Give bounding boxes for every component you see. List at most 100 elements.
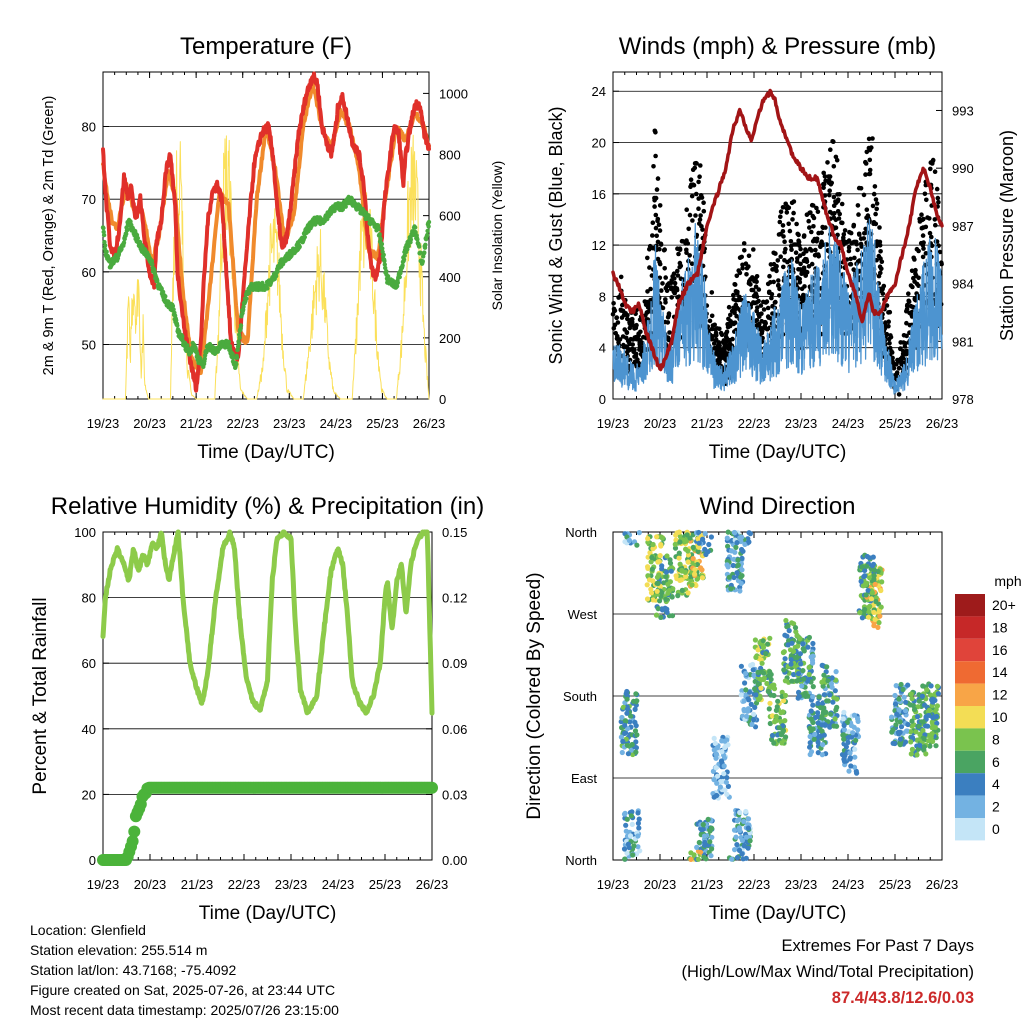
direction-point — [645, 536, 651, 542]
direction-point — [750, 667, 756, 673]
gust-point — [920, 254, 926, 260]
dewpoint-point — [230, 351, 235, 357]
gust-point — [655, 176, 661, 181]
direction-point — [852, 754, 858, 760]
direction-point — [779, 740, 785, 746]
gust-point — [832, 211, 837, 216]
gust-point — [861, 192, 867, 198]
gust-point — [622, 344, 627, 350]
dewpoint-point — [155, 278, 160, 284]
gust-point — [693, 213, 698, 218]
gust-point — [804, 212, 810, 217]
gust-point — [630, 346, 635, 352]
gust-point — [913, 267, 918, 273]
gust-point — [667, 330, 672, 335]
gust-point — [697, 217, 703, 222]
direction-point — [833, 707, 839, 713]
direction-point — [828, 711, 834, 717]
gust-point — [718, 349, 724, 355]
x-tick-label: 23/23 — [785, 877, 818, 892]
gust-point — [916, 248, 921, 254]
gust-point — [653, 153, 658, 159]
gust-point — [801, 258, 807, 264]
gust-point — [763, 300, 769, 305]
gust-point — [713, 333, 718, 338]
colorbar-label: 10 — [992, 709, 1008, 725]
x-tick-label: 20/23 — [644, 877, 677, 892]
direction-point — [810, 640, 816, 647]
gust-point — [689, 261, 695, 267]
dewpoint-point — [343, 204, 348, 209]
direction-point — [701, 833, 708, 839]
gust-point — [863, 172, 868, 177]
direction-point — [800, 668, 806, 674]
direction-point — [627, 833, 634, 839]
direction-point — [833, 669, 839, 675]
gust-point — [864, 207, 870, 212]
gust-point — [771, 261, 777, 267]
direction-point — [700, 822, 706, 828]
direction-point — [673, 573, 679, 579]
gust-point — [811, 224, 816, 229]
direction-point — [771, 740, 777, 746]
gust-point — [874, 206, 879, 212]
direction-point — [624, 688, 630, 695]
dewpoint-point — [405, 247, 410, 252]
gust-point — [688, 177, 694, 182]
dewpoint-point — [101, 232, 107, 238]
direction-point — [789, 678, 795, 684]
direction-tick-label: East — [571, 771, 597, 786]
colorbar-swatch — [955, 616, 985, 639]
gust-point — [611, 301, 616, 306]
dewpoint-point — [426, 219, 432, 225]
dewpoint-point — [160, 289, 166, 295]
gust-point — [636, 333, 641, 338]
x-tick-label: 24/23 — [832, 416, 865, 431]
x-tick-label: 22/23 — [228, 877, 261, 892]
gust-point — [831, 215, 837, 220]
gust-point — [807, 225, 812, 230]
colorbar-swatch — [955, 795, 985, 818]
direction-point — [862, 606, 868, 613]
gust-point — [936, 199, 941, 205]
direction-point — [760, 644, 767, 651]
direction-point — [828, 681, 835, 687]
direction-point — [676, 550, 682, 556]
gust-point — [726, 316, 731, 322]
direction-point — [846, 734, 852, 741]
gust-point — [731, 297, 736, 302]
dewpoint-point — [415, 237, 420, 242]
gust-point — [716, 341, 722, 347]
dewpoint-point — [395, 280, 400, 285]
dewpoint-point — [378, 236, 383, 241]
gust-point — [651, 164, 656, 169]
gust-point — [780, 223, 786, 228]
direction-point — [916, 723, 922, 729]
gust-point — [614, 336, 620, 341]
gust-point — [851, 222, 857, 228]
gust-point — [697, 174, 702, 179]
gust-point — [795, 256, 800, 261]
gust-point — [785, 204, 790, 209]
direction-point — [620, 738, 626, 745]
chart-title: Wind Direction — [699, 493, 855, 520]
direction-point — [757, 695, 763, 701]
direction-point — [741, 818, 747, 825]
gust-point — [644, 310, 650, 316]
gust-point — [866, 136, 872, 142]
direction-point — [846, 768, 852, 774]
colorbar-label: 16 — [992, 642, 1008, 658]
gust-point — [888, 334, 894, 340]
direction-point — [737, 588, 743, 594]
gust-point — [782, 249, 787, 255]
direction-point — [724, 535, 730, 541]
direction-point — [892, 692, 898, 699]
y-axis-label: 2m & 9m T (Red, Orange) & 2m Td (Green) — [41, 96, 57, 376]
y-axis-label: Percent & Total Rainfall — [30, 597, 51, 794]
direction-point — [908, 739, 914, 745]
gust-point — [873, 211, 878, 217]
gust-point — [791, 242, 797, 247]
y-tick-label: 20 — [592, 136, 606, 151]
direction-point — [729, 548, 735, 554]
colorbar-label: 14 — [992, 664, 1008, 680]
